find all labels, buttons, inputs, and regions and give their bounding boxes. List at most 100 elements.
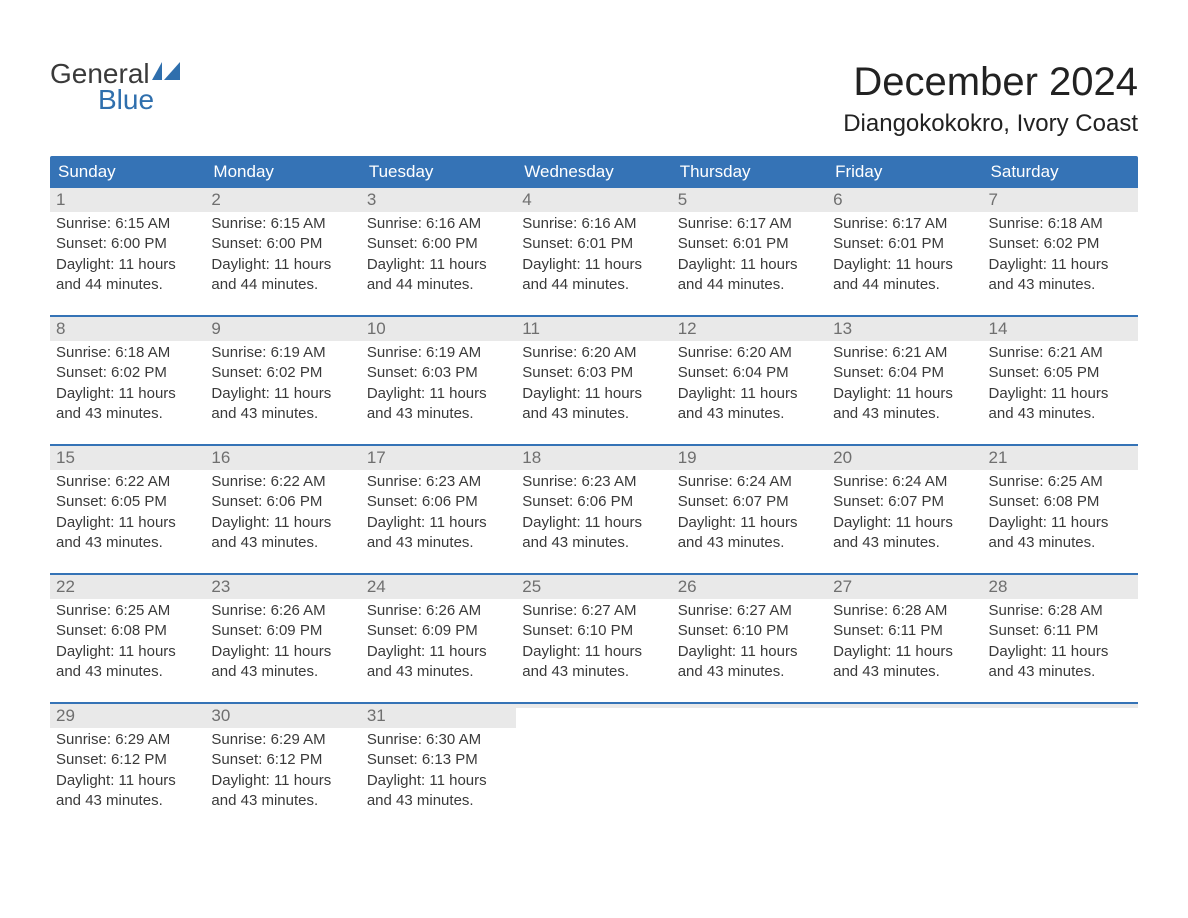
daylight-line-1: Daylight: 11 hours — [833, 255, 976, 275]
sunrise-text: Sunrise: 6:27 AM — [522, 601, 665, 621]
day-number: 26 — [678, 577, 697, 596]
day-cell: 27Sunrise: 6:28 AMSunset: 6:11 PMDayligh… — [827, 575, 982, 688]
daylight-line-1: Daylight: 11 hours — [211, 513, 354, 533]
daylight-line-2: and 43 minutes. — [833, 404, 976, 424]
daylight-line-2: and 44 minutes. — [833, 275, 976, 295]
day-number: 7 — [989, 190, 998, 209]
day-number: 24 — [367, 577, 386, 596]
flag-icon — [152, 62, 180, 84]
day-info: Sunrise: 6:17 AMSunset: 6:01 PMDaylight:… — [833, 214, 976, 295]
day-info: Sunrise: 6:20 AMSunset: 6:03 PMDaylight:… — [522, 343, 665, 424]
day-number: 28 — [989, 577, 1008, 596]
sunset-text: Sunset: 6:02 PM — [989, 234, 1132, 254]
day-number: 19 — [678, 448, 697, 467]
day-cell: 18Sunrise: 6:23 AMSunset: 6:06 PMDayligh… — [516, 446, 671, 559]
day-number: 16 — [211, 448, 230, 467]
day-cell — [516, 704, 671, 817]
sunset-text: Sunset: 6:01 PM — [522, 234, 665, 254]
day-info: Sunrise: 6:22 AMSunset: 6:05 PMDaylight:… — [56, 472, 199, 553]
day-cell — [827, 704, 982, 817]
daylight-line-1: Daylight: 11 hours — [56, 642, 199, 662]
daylight-line-2: and 43 minutes. — [989, 662, 1132, 682]
daylight-line-1: Daylight: 11 hours — [678, 513, 821, 533]
day-number: 25 — [522, 577, 541, 596]
day-info: Sunrise: 6:15 AMSunset: 6:00 PMDaylight:… — [56, 214, 199, 295]
day-number-row: 2 — [205, 188, 360, 212]
day-number: 20 — [833, 448, 852, 467]
day-info: Sunrise: 6:18 AMSunset: 6:02 PMDaylight:… — [989, 214, 1132, 295]
day-cell: 19 Sunrise: 6:24 AMSunset: 6:07 PMDayligh… — [672, 446, 827, 559]
day-cell — [672, 704, 827, 817]
day-number: 6 — [833, 190, 842, 209]
day-info: Sunrise: 6:16 AMSunset: 6:01 PMDaylight:… — [522, 214, 665, 295]
day-info: Sunrise: 6:15 AMSunset: 6:00 PMDaylight:… — [211, 214, 354, 295]
day-number: 12 — [678, 319, 697, 338]
day-number-row: 29 — [50, 704, 205, 728]
sunset-text: Sunset: 6:12 PM — [56, 750, 199, 770]
sunset-text: Sunset: 6:09 PM — [367, 621, 510, 641]
sunset-text: Sunset: 6:09 PM — [211, 621, 354, 641]
day-number: 1 — [56, 190, 65, 209]
day-info: Sunrise: 6:28 AMSunset: 6:11 PMDaylight:… — [989, 601, 1132, 682]
sunset-text: Sunset: 6:04 PM — [833, 363, 976, 383]
sunset-text: Sunset: 6:05 PM — [989, 363, 1132, 383]
day-number-row: 25 — [516, 575, 671, 599]
day-info: Sunrise: 6:18 AMSunset: 6:02 PMDaylight:… — [56, 343, 199, 424]
daylight-line-1: Daylight: 11 hours — [211, 771, 354, 791]
day-number: 23 — [211, 577, 230, 596]
sunrise-text: Sunrise: 6:19 AM — [367, 343, 510, 363]
day-number-row: 22 — [50, 575, 205, 599]
day-info: Sunrise: 6:19 AMSunset: 6:02 PMDaylight:… — [211, 343, 354, 424]
daylight-line-2: and 43 minutes. — [56, 791, 199, 811]
day-number: 10 — [367, 319, 386, 338]
day-number-row: 26 — [672, 575, 827, 599]
day-cell: 20 Sunrise: 6:24 AMSunset: 6:07 PMDayligh… — [827, 446, 982, 559]
day-number-row — [672, 704, 827, 708]
sunset-text: Sunset: 6:03 PM — [522, 363, 665, 383]
sunset-text: Sunset: 6:03 PM — [367, 363, 510, 383]
sunset-text: Sunset: 6:02 PM — [211, 363, 354, 383]
day-info: Sunrise: 6:24 AMSunset: 6:07 PMDaylight:… — [833, 472, 976, 553]
day-info: Sunrise: 6:26 AMSunset: 6:09 PMDaylight:… — [367, 601, 510, 682]
day-cell: 2Sunrise: 6:15 AMSunset: 6:00 PMDaylight… — [205, 188, 360, 301]
daylight-line-2: and 43 minutes. — [678, 662, 821, 682]
day-cell: 15Sunrise: 6:22 AMSunset: 6:05 PMDayligh… — [50, 446, 205, 559]
daylight-line-1: Daylight: 11 hours — [211, 255, 354, 275]
sunset-text: Sunset: 6:01 PM — [833, 234, 976, 254]
day-cell: 12Sunrise: 6:20 AMSunset: 6:04 PMDayligh… — [672, 317, 827, 430]
daylight-line-2: and 44 minutes. — [678, 275, 821, 295]
day-cell: 25 Sunrise: 6:27 AMSunset: 6:10 PMDayligh… — [516, 575, 671, 688]
sunset-text: Sunset: 6:06 PM — [522, 492, 665, 512]
sunset-text: Sunset: 6:06 PM — [367, 492, 510, 512]
day-number-row: 12 — [672, 317, 827, 341]
sunset-text: Sunset: 6:08 PM — [989, 492, 1132, 512]
day-info: Sunrise: 6:27 AMSunset: 6:10 PMDaylight:… — [522, 601, 665, 682]
daylight-line-2: and 43 minutes. — [367, 662, 510, 682]
sunset-text: Sunset: 6:13 PM — [367, 750, 510, 770]
daylight-line-1: Daylight: 11 hours — [211, 642, 354, 662]
day-number-row: 24 — [361, 575, 516, 599]
sunrise-text: Sunrise: 6:18 AM — [989, 214, 1132, 234]
day-number-row: 21 — [983, 446, 1138, 470]
sunrise-text: Sunrise: 6:17 AM — [833, 214, 976, 234]
day-info: Sunrise: 6:24 AMSunset: 6:07 PMDaylight:… — [678, 472, 821, 553]
week-row: 22Sunrise: 6:25 AMSunset: 6:08 PMDayligh… — [50, 573, 1138, 688]
day-cell: 17Sunrise: 6:23 AMSunset: 6:06 PMDayligh… — [361, 446, 516, 559]
day-number-row: 5 — [672, 188, 827, 212]
day-number-row: 1 — [50, 188, 205, 212]
day-cell: 3Sunrise: 6:16 AMSunset: 6:00 PMDaylight… — [361, 188, 516, 301]
sunset-text: Sunset: 6:06 PM — [211, 492, 354, 512]
sunset-text: Sunset: 6:02 PM — [56, 363, 199, 383]
day-cell: 30Sunrise: 6:29 AMSunset: 6:12 PMDayligh… — [205, 704, 360, 817]
daylight-line-2: and 43 minutes. — [367, 404, 510, 424]
sunset-text: Sunset: 6:10 PM — [678, 621, 821, 641]
sunrise-text: Sunrise: 6:21 AM — [989, 343, 1132, 363]
daylight-line-1: Daylight: 11 hours — [522, 384, 665, 404]
day-number: 18 — [522, 448, 541, 467]
dayhead-wednesday: Wednesday — [516, 156, 671, 188]
day-info: Sunrise: 6:29 AMSunset: 6:12 PMDaylight:… — [211, 730, 354, 811]
daylight-line-1: Daylight: 11 hours — [833, 642, 976, 662]
day-number: 31 — [367, 706, 386, 725]
sunrise-text: Sunrise: 6:29 AM — [211, 730, 354, 750]
day-cell: 24 Sunrise: 6:26 AMSunset: 6:09 PMDayligh… — [361, 575, 516, 688]
